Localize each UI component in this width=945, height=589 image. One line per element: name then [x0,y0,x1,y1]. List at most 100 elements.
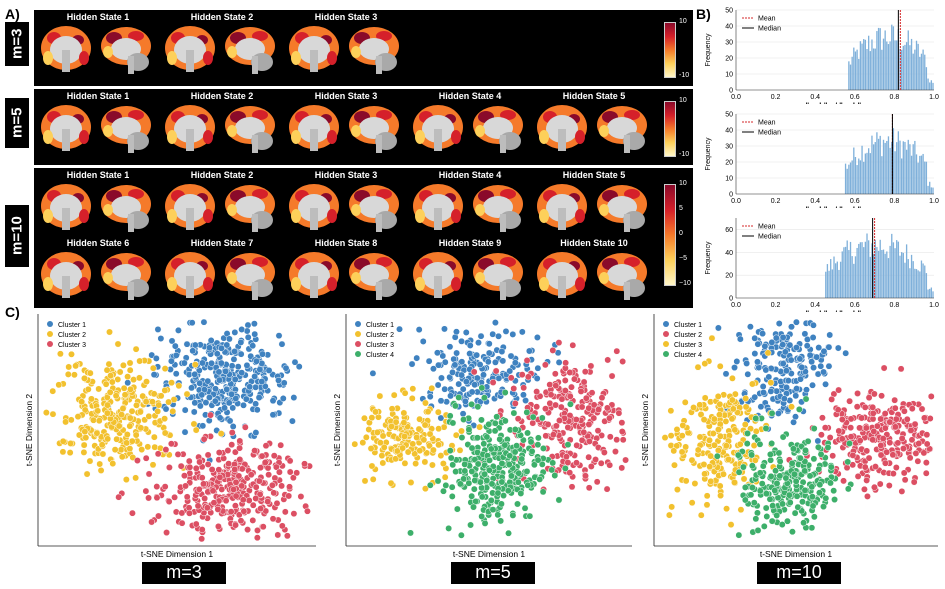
tsne-point [585,404,593,412]
tsne-point [572,416,580,424]
tsne-point [568,483,576,491]
hist-bar [871,135,873,194]
hist-bar [874,239,876,298]
tsne-point [533,375,541,382]
tsne-point [81,406,89,414]
tsne-point [126,422,134,430]
tsne-point [461,460,469,468]
tsne-point [801,330,809,338]
tsne-point [216,473,224,481]
tsne-point [202,399,210,407]
tsne-point [767,472,775,480]
tsne-point [889,470,897,478]
tsne-point [278,522,286,530]
tsne-point [480,440,488,448]
tsne-point [489,506,497,514]
tsne-point [508,472,515,480]
hist-bar [901,252,903,298]
tsne-point [130,376,138,384]
tsne-point [511,400,519,407]
tsne-point [507,352,515,360]
tsne-point [103,409,111,417]
tsne-point [217,359,225,367]
tsne-point [533,334,541,341]
tsne-point [124,373,132,381]
tsne-point [94,407,102,415]
tsne-point [716,432,724,440]
tsne-point [821,424,829,432]
tsne-point [449,461,457,469]
tsne-point [473,374,481,382]
tsne-point [387,479,395,487]
tsne-point [478,493,486,501]
tsne-point [533,403,541,411]
m10-coronal-brain-4 [413,184,463,230]
tsne-point [860,485,868,493]
tsne-point [734,451,742,459]
tsne-point [388,405,396,413]
tsne-point [485,340,493,348]
tsne-ylabel: t-SNE Dimension 2 [640,394,650,467]
tsne-point [161,415,169,423]
tsne-point [504,487,512,495]
tsne-point [829,452,837,460]
tsne-point [434,381,442,389]
tsne-point [922,459,930,467]
tsne-point [562,359,570,367]
tsne-point [476,423,484,431]
tsne-point [230,485,238,493]
tsne-point [201,495,209,502]
tsne-point [171,342,179,350]
tsne-point [157,335,165,342]
m10b-title-2: Hidden State 7 [190,238,254,248]
tsne-point [806,472,814,480]
tsne-point [748,380,756,388]
hist-bar [904,262,906,298]
tsne-point [497,500,505,508]
tsne-point [582,472,589,480]
tsne-point [244,321,252,329]
tsne-point [521,504,529,512]
tsne-point [566,400,574,408]
tsne-point [247,471,255,479]
m5-sagittal-brain-5 [597,106,647,153]
hist-bar [929,288,931,298]
m3-coronal-brain-2 [165,26,215,72]
tsne-point [290,394,298,402]
tsne-point [136,408,144,416]
tsne-point [524,373,532,381]
tsne-point [143,378,150,386]
hist-bar [869,256,871,298]
hist-bar [905,244,908,298]
m10b-title-3: Hidden State 8 [314,238,378,248]
tsne-point [903,415,911,423]
tsne-point [441,473,449,481]
tsne-point [793,344,800,352]
tsne-point [237,517,245,525]
tsne-point [806,351,814,359]
tsne-point [149,398,156,406]
tsne-point [132,474,140,482]
tsne-point [421,458,429,466]
tsne-point [582,394,590,402]
hist-bar [836,261,838,298]
m10-coronal-brain-1 [41,184,91,230]
tsne-point [222,367,229,375]
tsne-point [368,414,376,422]
tsne-point [744,370,752,378]
hist-ylabel: Frequency [705,137,712,171]
tsne-point [265,366,273,374]
tsne-point [231,502,239,510]
tsne-point [590,414,598,422]
tsne-point [177,462,185,470]
tsne-point [416,415,424,423]
tsne-point [755,364,763,371]
tsne-point [838,435,846,443]
tsne-point [297,493,305,500]
legend-swatch [663,341,669,347]
tsne-point [213,350,221,358]
hist-bar [882,139,885,194]
tsne-point [144,443,152,451]
tsne-point [235,472,243,480]
tsne-xlabel: t-SNE Dimension 1 [453,549,526,559]
